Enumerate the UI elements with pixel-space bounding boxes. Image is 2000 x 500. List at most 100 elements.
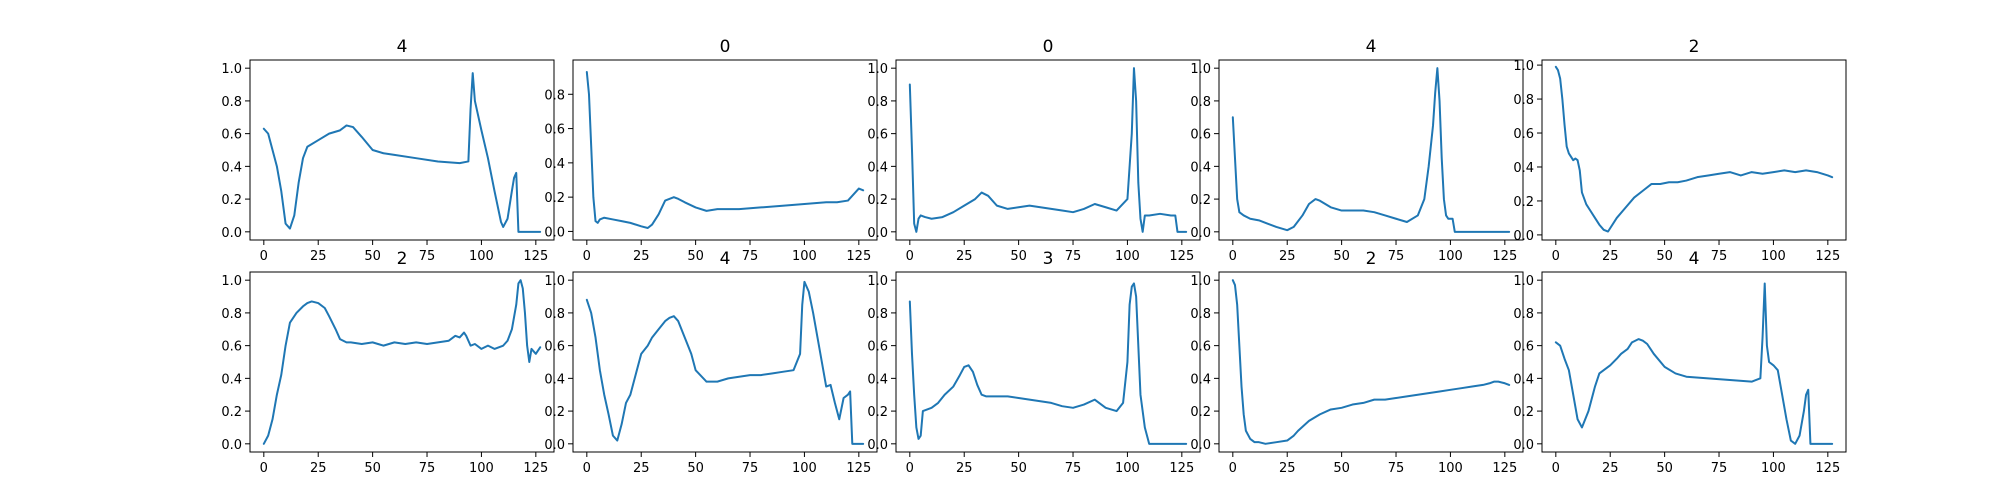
x-tick-label: 0 xyxy=(260,249,268,264)
x-tick-label: 50 xyxy=(364,461,381,476)
series-line-1 xyxy=(908,282,1188,445)
y-tick-label: 0.2 xyxy=(544,405,565,420)
x-tick-label: 100 xyxy=(792,249,817,264)
y-tick-label: 0.0 xyxy=(1513,229,1534,244)
x-tick-label: 100 xyxy=(1438,249,1463,264)
axes-frame xyxy=(895,271,1201,453)
y-tick-label: 0.2 xyxy=(1513,195,1534,210)
x-tick-label: 25 xyxy=(310,461,327,476)
y-tick-label: 0.2 xyxy=(544,191,565,206)
x-tick-label: 0 xyxy=(1552,461,1560,476)
x-tick-label: 125 xyxy=(523,249,548,264)
y-tick-label: 0.8 xyxy=(1190,95,1211,110)
x-tick-label: 50 xyxy=(1333,461,1350,476)
y-tick-label: 1.0 xyxy=(867,274,888,289)
y-tick-label: 0.2 xyxy=(1190,193,1211,208)
x-tick-label: 25 xyxy=(1602,249,1619,264)
x-tick-label: 75 xyxy=(1065,461,1082,476)
y-tick-label: 0.6 xyxy=(867,340,888,355)
y-tick-label: 0.2 xyxy=(867,193,888,208)
subplot-3: 0 0 25 50 75 100 125 0.0 0.2 0.4 0.6 0.8 1.0 xyxy=(867,37,1201,264)
x-tick-label: 25 xyxy=(956,461,973,476)
axes-frame xyxy=(1218,271,1524,453)
subplot-title: 4 xyxy=(397,37,408,57)
subplot-10: 4 0 25 50 75 100 125 0.0 0.2 0.4 0.6 0.8 1.0 xyxy=(1513,249,1847,476)
x-tick-label: 125 xyxy=(1169,249,1194,264)
x-tick-label: 75 xyxy=(742,461,759,476)
y-tick-label: 0.4 xyxy=(544,372,565,387)
subplot-7: 4 0 25 50 75 100 125 0.0 0.2 0.4 0.6 0.8 1.0 xyxy=(544,249,878,476)
series-line-1 xyxy=(585,280,865,445)
x-tick-label: 25 xyxy=(956,249,973,264)
series-line-1 xyxy=(1231,279,1511,445)
subplot-8: 3 0 25 50 75 100 125 0.0 0.2 0.4 0.6 0.8 1.0 xyxy=(867,249,1201,476)
axes-frame xyxy=(1541,271,1847,453)
y-tick-label: 1.0 xyxy=(867,62,888,77)
y-tick-label: 0.6 xyxy=(867,128,888,143)
y-tick-label: 0.0 xyxy=(221,438,242,453)
subplot-1: 4 0 25 50 75 100 125 0.0 0.2 0.4 0.6 0.8 1.0 xyxy=(221,37,555,264)
x-tick-label: 50 xyxy=(1010,461,1027,476)
x-tick-label: 125 xyxy=(1169,461,1194,476)
y-tick-label: 1.0 xyxy=(1190,62,1211,77)
axes-frame xyxy=(1218,59,1524,241)
y-tick-label: 0.2 xyxy=(221,405,242,420)
y-tick-label: 0.8 xyxy=(221,307,242,322)
subplot-title: 4 xyxy=(1366,37,1377,57)
y-tick-label: 0.4 xyxy=(867,160,888,175)
x-tick-label: 0 xyxy=(906,249,914,264)
x-tick-label: 50 xyxy=(1010,249,1027,264)
subplot-title: 2 xyxy=(1689,37,1700,57)
y-tick-label: 0.4 xyxy=(544,157,565,172)
x-tick-label: 75 xyxy=(419,249,436,264)
subplot-2: 0 0 25 50 75 100 125 0.0 0.2 0.4 0.6 0.8 xyxy=(544,37,878,264)
subplot-title: 2 xyxy=(1366,249,1377,269)
x-tick-label: 100 xyxy=(1761,249,1786,264)
y-tick-label: 0.6 xyxy=(221,128,242,143)
y-tick-label: 0.0 xyxy=(221,226,242,241)
y-tick-label: 0.6 xyxy=(1513,340,1534,355)
y-tick-label: 0.2 xyxy=(1190,405,1211,420)
subplot-title: 4 xyxy=(1689,249,1700,269)
y-tick-label: 0.6 xyxy=(544,123,565,138)
x-tick-label: 0 xyxy=(906,461,914,476)
subplot-title: 0 xyxy=(1043,37,1054,57)
y-tick-label: 0.0 xyxy=(544,225,565,240)
subplot-title: 2 xyxy=(397,249,408,269)
x-tick-label: 75 xyxy=(742,249,759,264)
x-tick-label: 125 xyxy=(846,249,871,264)
x-tick-label: 100 xyxy=(1115,249,1140,264)
y-tick-label: 0.0 xyxy=(1190,438,1211,453)
axes-frame xyxy=(249,59,555,241)
x-tick-label: 0 xyxy=(583,249,591,264)
y-tick-label: 0.2 xyxy=(221,193,242,208)
series-line-1 xyxy=(262,279,542,445)
x-tick-label: 100 xyxy=(792,461,817,476)
y-tick-label: 0.6 xyxy=(544,340,565,355)
subplot-5: 2 0 25 50 75 100 125 0.0 0.2 0.4 0.6 0.8 1.0 xyxy=(1513,37,1847,264)
y-tick-label: 0.0 xyxy=(867,226,888,241)
y-tick-label: 0.0 xyxy=(1513,438,1534,453)
x-tick-label: 100 xyxy=(469,249,494,264)
y-tick-label: 0.0 xyxy=(867,438,888,453)
x-tick-label: 75 xyxy=(1711,461,1728,476)
y-tick-label: 0.8 xyxy=(867,95,888,110)
y-tick-label: 0.4 xyxy=(1513,372,1534,387)
y-tick-label: 0.6 xyxy=(1190,340,1211,355)
y-tick-label: 0.8 xyxy=(1513,307,1534,322)
y-tick-label: 0.2 xyxy=(1513,405,1534,420)
axes-frame xyxy=(1541,59,1847,241)
x-tick-label: 25 xyxy=(633,461,650,476)
y-tick-label: 0.6 xyxy=(1513,127,1534,142)
x-tick-label: 0 xyxy=(583,461,591,476)
y-tick-label: 0.4 xyxy=(867,372,888,387)
y-tick-label: 0.4 xyxy=(1513,161,1534,176)
x-tick-label: 25 xyxy=(310,249,327,264)
x-tick-label: 50 xyxy=(1656,461,1673,476)
subplot-title: 0 xyxy=(720,37,731,57)
series-line-1 xyxy=(1554,282,1834,445)
x-tick-label: 100 xyxy=(1761,461,1786,476)
y-tick-label: 1.0 xyxy=(1513,274,1534,289)
axes-frame xyxy=(249,271,555,453)
